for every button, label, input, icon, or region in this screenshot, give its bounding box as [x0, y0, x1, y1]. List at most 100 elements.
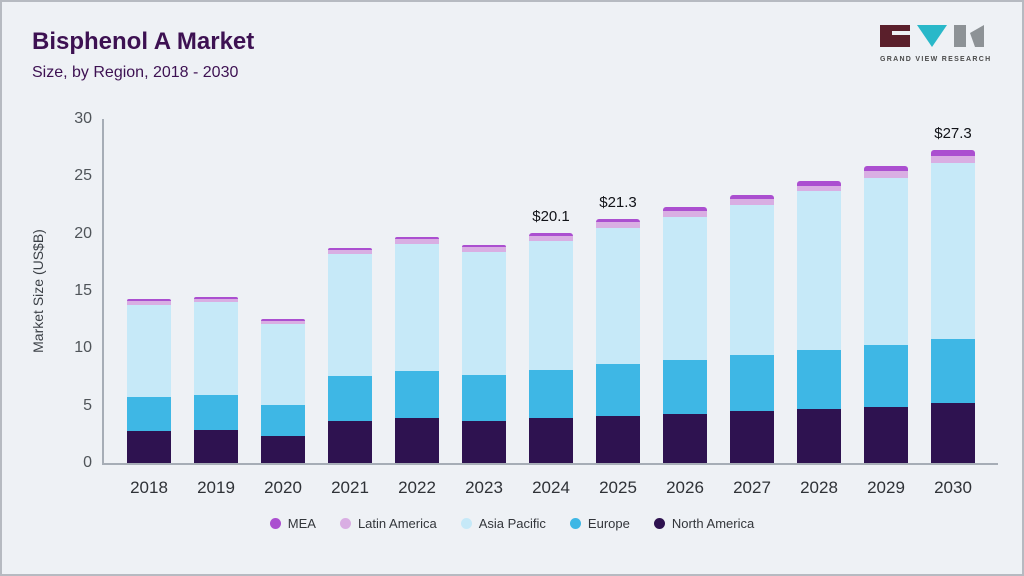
- legend-item-north-america: North America: [653, 516, 755, 531]
- legend-label: North America: [671, 516, 755, 531]
- y-tick-10: 10: [74, 339, 92, 357]
- legend-item-asia-pacific: Asia Pacific: [460, 516, 546, 531]
- bar-group-2025: $21.3 2025: [596, 119, 640, 497]
- legend-item-europe: Europe: [569, 516, 630, 531]
- bar-segment-north-america-2018: [127, 430, 171, 463]
- bar-group-2027: 2027: [730, 119, 774, 497]
- value-label-2025: $21.3: [599, 193, 637, 211]
- bar-group-2023: 2023: [462, 119, 506, 497]
- bar-group-2021: 2021: [328, 119, 372, 497]
- bar-segment-europe-2030: [931, 339, 975, 404]
- legend-item-latin-america: Latin America: [339, 516, 437, 531]
- bar-segment-asia-pacific-2021: [328, 254, 372, 376]
- bar-segment-north-america-2026: [663, 413, 707, 463]
- bar-segment-europe-2022: [395, 371, 439, 419]
- bar-segment-north-america-2024: [529, 418, 573, 463]
- legend-dot-icon: [653, 518, 665, 529]
- bar-segment-north-america-2020: [261, 435, 305, 463]
- legend: MEA Latin America Asia Pacific Europe North …: [2, 516, 1022, 531]
- bar-segment-mea-2018: [127, 299, 171, 302]
- bar-segment-north-america-2027: [730, 411, 774, 463]
- bar-segment-europe-2026: [663, 359, 707, 414]
- y-tick-25: 25: [74, 167, 92, 185]
- bar-segment-europe-2023: [462, 374, 506, 421]
- bar-segment-mea-2028: [797, 181, 841, 186]
- bars-container: 2018 2019 2020 2021 2022 2023 $20.1 2024 $21.3 20…: [104, 119, 998, 497]
- bar-group-2020: 2020: [261, 119, 305, 497]
- x-tick-2027: 2027: [733, 478, 771, 497]
- bar-group-2026: 2026: [663, 119, 707, 497]
- plot-area: 0 5 10 15 20 25 30 2018 2019 2020 2021 2022 2023 $20…: [74, 110, 998, 497]
- bar-segment-latin-america-2019: [194, 299, 238, 303]
- x-tick-2026: 2026: [666, 478, 704, 497]
- bar-segment-latin-america-2023: [462, 247, 506, 253]
- bar-group-2029: 2029: [864, 119, 908, 497]
- x-tick-2023: 2023: [465, 478, 503, 497]
- grand-view-research-logo: GRAND VIEW RESEARCH: [880, 24, 990, 63]
- x-tick-2030: 2030: [934, 478, 972, 497]
- bar-segment-asia-pacific-2028: [797, 191, 841, 350]
- value-label-2030: $27.3: [934, 124, 972, 142]
- x-tick-2020: 2020: [264, 478, 302, 497]
- logo-mark-icon: [880, 25, 984, 47]
- bar-segment-latin-america-2029: [864, 170, 908, 178]
- bar-segment-latin-america-2027: [730, 199, 774, 206]
- page-title: Bisphenol A Market: [32, 28, 255, 55]
- bar-segment-asia-pacific-2023: [462, 252, 506, 375]
- bar-segment-asia-pacific-2030: [931, 162, 975, 340]
- legend-dot-icon: [269, 518, 281, 529]
- bar-segment-latin-america-2028: [797, 185, 841, 192]
- legend-label: Asia Pacific: [478, 516, 546, 531]
- bar-segment-europe-2019: [194, 395, 238, 430]
- legend-dot-icon: [460, 518, 472, 529]
- bar-segment-mea-2027: [730, 194, 774, 200]
- bar-segment-mea-2022: [395, 237, 439, 240]
- y-tick-30: 30: [74, 110, 92, 127]
- bar-segment-latin-america-2025: [596, 222, 640, 228]
- bar-segment-north-america-2029: [864, 406, 908, 463]
- bar-segment-north-america-2023: [462, 420, 506, 463]
- bar-segment-europe-2029: [864, 344, 908, 407]
- bar-segment-north-america-2028: [797, 409, 841, 463]
- x-tick-2022: 2022: [398, 478, 436, 497]
- bar-segment-mea-2025: [596, 218, 640, 223]
- bar-segment-asia-pacific-2020: [261, 324, 305, 405]
- legend-dot-icon: [339, 518, 351, 529]
- bar-segment-north-america-2025: [596, 416, 640, 463]
- bar-segment-mea-2026: [663, 207, 707, 211]
- bar-segment-asia-pacific-2029: [864, 177, 908, 345]
- bar-segment-latin-america-2024: [529, 235, 573, 241]
- bar-segment-asia-pacific-2019: [194, 302, 238, 396]
- bar-segment-north-america-2019: [194, 429, 238, 463]
- bar-segment-latin-america-2030: [931, 155, 975, 163]
- y-tick-15: 15: [74, 282, 92, 299]
- x-tick-2025: 2025: [599, 478, 637, 497]
- bar-segment-europe-2025: [596, 364, 640, 416]
- bar-group-2024: $20.1 2024: [529, 119, 573, 497]
- x-tick-2028: 2028: [800, 478, 838, 497]
- bar-segment-europe-2028: [797, 349, 841, 410]
- bar-segment-asia-pacific-2022: [395, 244, 439, 372]
- bar-segment-asia-pacific-2025: [596, 227, 640, 365]
- legend-item-mea: MEA: [269, 516, 316, 531]
- y-tick-5: 5: [83, 396, 92, 414]
- bar-segment-mea-2029: [864, 166, 908, 171]
- x-tick-2029: 2029: [867, 478, 905, 497]
- bar-segment-europe-2018: [127, 396, 171, 431]
- bar-segment-mea-2019: [194, 296, 238, 300]
- bar-segment-mea-2021: [328, 247, 372, 250]
- bar-segment-europe-2027: [730, 355, 774, 412]
- bar-segment-asia-pacific-2024: [529, 240, 573, 371]
- bar-segment-latin-america-2022: [395, 239, 439, 245]
- bar-segment-latin-america-2021: [328, 249, 372, 255]
- bar-segment-north-america-2030: [931, 403, 975, 463]
- value-label-2024: $20.1: [532, 207, 570, 225]
- bar-segment-asia-pacific-2027: [730, 205, 774, 356]
- legend-label: Latin America: [357, 516, 437, 531]
- bar-segment-latin-america-2018: [127, 301, 171, 305]
- bar-group-2019: 2019: [194, 119, 238, 497]
- x-tick-2018: 2018: [130, 478, 168, 497]
- bar-segment-mea-2024: [529, 232, 573, 236]
- bar-group-2030: $27.3 2030: [931, 119, 975, 497]
